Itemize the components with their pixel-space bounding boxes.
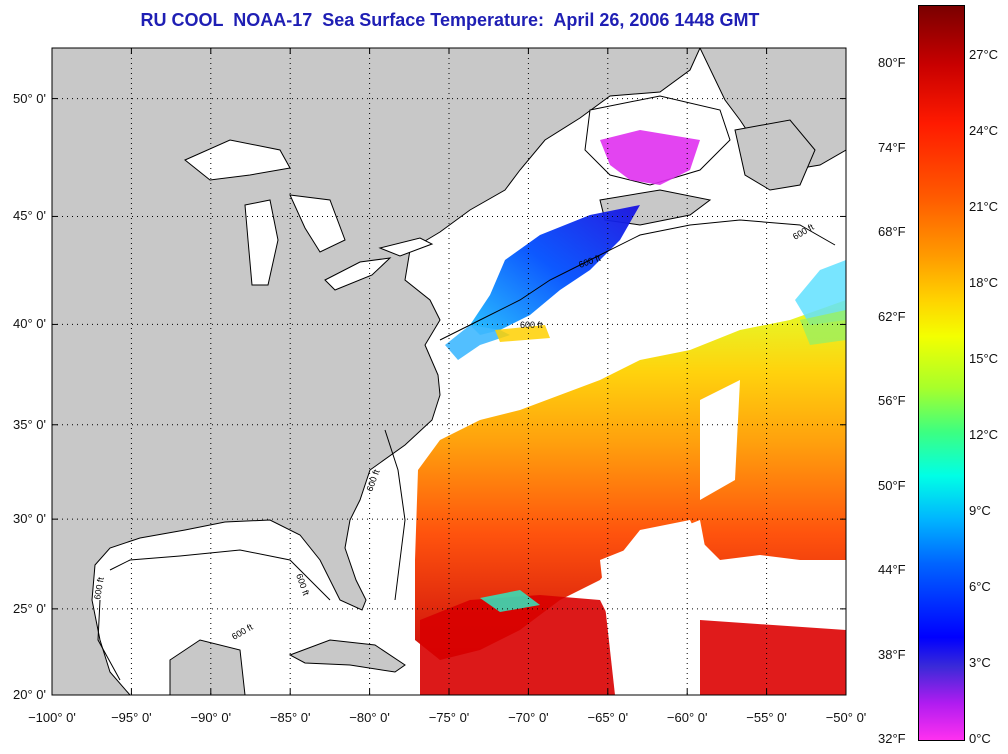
lat-tick-label: 50° 0'	[13, 90, 46, 106]
colorbar-c-label: 12°C	[969, 427, 999, 442]
colorbar-f-label: 50°F	[878, 477, 906, 493]
lon-tick-label: −50° 0'	[825, 710, 867, 725]
colorbar-c-label: 27°C	[969, 47, 999, 62]
temperature-colorbar	[918, 5, 965, 741]
lon-tick-label: −85° 0'	[269, 710, 311, 725]
colorbar-c-label: 15°C	[969, 351, 999, 366]
colorbar-c-label: 18°C	[969, 275, 999, 290]
colorbar-c-label: 6°C	[969, 579, 991, 594]
colorbar-c-label: 3°C	[969, 655, 991, 670]
lon-tick-label: −60° 0'	[666, 710, 708, 725]
sst-shelf-coastal	[445, 325, 510, 360]
land-newfoundland	[734, 119, 816, 191]
sst-south-band	[420, 595, 640, 695]
contour-label-6: 600 ft	[520, 320, 543, 330]
map-title: RU COOL NOAA-17 Sea Surface Temperature:…	[140, 10, 760, 30]
colorbar-c-label: 0°C	[969, 731, 991, 746]
land-north-america	[52, 48, 701, 695]
colorbar-f-label: 56°F	[878, 393, 906, 408]
colorbar-f-label: 80°F	[878, 55, 906, 70]
lake-michigan	[244, 199, 279, 286]
sst-east-cold	[795, 260, 846, 325]
colorbar-f-label: 44°F	[878, 562, 906, 577]
colorbar-f-label: 38°F	[878, 646, 906, 662]
colorbar-f-label: 68°F	[878, 224, 906, 239]
lake-ontario	[378, 237, 434, 257]
lat-tick-label: 25° 0'	[13, 600, 46, 616]
lat-tick-label: 30° 0'	[13, 511, 46, 527]
sst-gulf-st-lawrence-cold	[600, 130, 700, 185]
lon-tick-label: −100° 0'	[28, 710, 76, 725]
land-cuba	[288, 639, 406, 673]
sst-cyan-patch	[480, 590, 540, 612]
lon-tick-label: −65° 0'	[587, 710, 629, 725]
colorbar-c-label: 24°C	[969, 123, 999, 138]
lat-tick-label: 45° 0'	[13, 208, 46, 224]
lat-tick-label: 20° 0'	[13, 687, 46, 702]
cloud-gap-1	[600, 520, 715, 695]
lon-tick-label: −55° 0'	[746, 710, 787, 725]
lake-huron	[289, 194, 346, 253]
land-yucatan	[169, 639, 246, 695]
colorbar-f-label: 32°F	[878, 731, 906, 746]
lon-tick-label: −75° 0'	[428, 710, 470, 725]
colorbar-c-label: 9°C	[969, 503, 991, 518]
colorbar-c-label: 21°C	[969, 199, 999, 214]
lon-tick-label: −80° 0'	[349, 710, 390, 725]
lake-erie	[324, 257, 392, 291]
sst-southeast-patch	[700, 620, 846, 695]
isobath-600ft	[97, 219, 836, 681]
sst-map[interactable]: 600 ft 600 ft 600 ft 600 ft 600 ft 600 f…	[0, 0, 870, 754]
colorbar-f-label: 74°F	[878, 139, 906, 155]
tick-marks	[51, 48, 847, 696]
sst-green-band	[800, 310, 846, 345]
contour-label-4: 600 ft	[92, 576, 106, 600]
lon-tick-label: −95° 0'	[111, 710, 152, 725]
lon-tick-label: −70° 0'	[508, 710, 549, 725]
lon-tick-label: −90° 0'	[190, 710, 232, 725]
colorbar-f-label: 62°F	[878, 308, 906, 324]
sst-shelf-yellow	[495, 325, 550, 342]
cloud-gap-2	[700, 380, 740, 500]
sst-gulf-of-maine	[470, 205, 640, 335]
lat-tick-label: 40° 0'	[13, 316, 46, 332]
lat-tick-label: 35° 0'	[13, 416, 46, 432]
